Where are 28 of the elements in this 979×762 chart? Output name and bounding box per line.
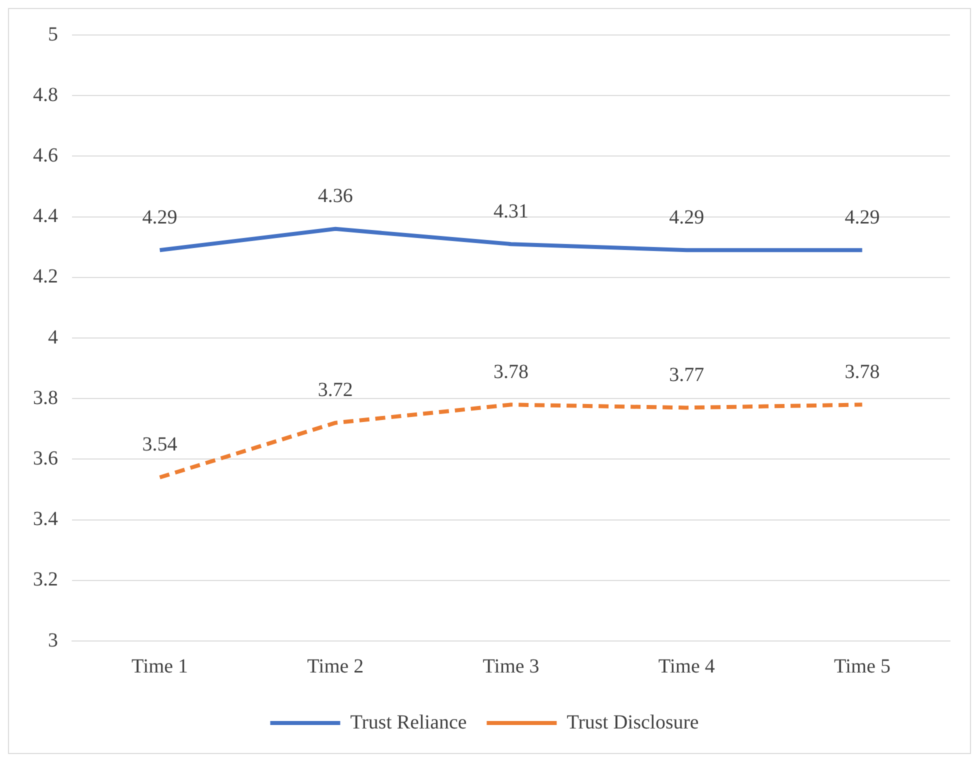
data-label: 3.77 <box>669 364 704 386</box>
x-tick-label: Time 1 <box>132 655 188 678</box>
data-label: 3.72 <box>318 379 353 402</box>
x-tick-label: Time 4 <box>658 655 715 678</box>
data-label: 4.29 <box>142 206 178 228</box>
legend-label: Trust Reliance <box>350 711 467 734</box>
y-tick-label: 4.6 <box>33 144 58 166</box>
data-label: 3.78 <box>844 360 880 383</box>
y-tick-label: 3.2 <box>33 568 58 591</box>
y-tick-label: 4.2 <box>33 266 58 288</box>
y-tick-label: 4.8 <box>33 84 58 106</box>
data-label: 3.78 <box>494 360 528 383</box>
data-label: 3.54 <box>142 434 178 456</box>
y-tick-label: 3 <box>48 629 58 652</box>
data-label: 4.29 <box>669 206 704 228</box>
y-tick-label: 4 <box>48 326 58 348</box>
data-label: 4.29 <box>844 206 880 228</box>
data-label: 4.31 <box>494 200 528 222</box>
y-tick-label: 4.4 <box>33 205 58 228</box>
x-tick-label: Time 5 <box>834 655 890 678</box>
data-label: 4.36 <box>318 185 353 208</box>
y-tick-label: 3.8 <box>33 386 58 409</box>
y-tick-label: 3.4 <box>33 508 58 530</box>
x-tick-label: Time 2 <box>307 655 364 678</box>
y-tick-label: 3.6 <box>33 447 58 470</box>
y-tick-label: 5 <box>48 23 58 46</box>
x-tick-label: Time 3 <box>482 655 540 678</box>
legend-label: Trust Disclosure <box>566 711 699 734</box>
